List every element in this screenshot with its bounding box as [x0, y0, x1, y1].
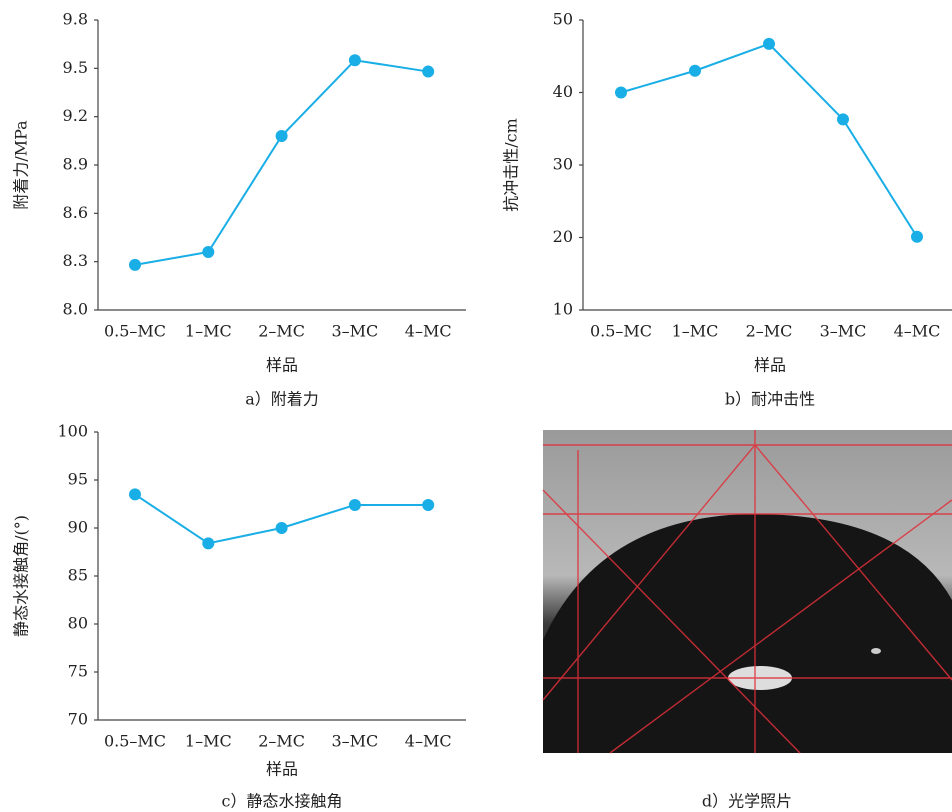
- x-tick-label: 2–MC: [746, 322, 793, 341]
- y-tick-label: 8.9: [63, 155, 88, 174]
- y-tick-label: 8.3: [63, 251, 88, 270]
- y-axis-label: 附着力/MPa: [12, 120, 31, 210]
- x-tick-label: 3–MC: [820, 322, 867, 341]
- y-tick-label: 10: [553, 300, 573, 319]
- y-tick-label: 20: [553, 227, 573, 246]
- x-tick-label: 4–MC: [405, 322, 452, 341]
- x-axis-label: 样品: [754, 356, 786, 375]
- data-point: [129, 488, 141, 501]
- x-tick-label: 4–MC: [405, 732, 452, 751]
- y-tick-label: 80: [68, 614, 88, 633]
- y-tick-label: 9.2: [63, 106, 88, 125]
- y-axis-label: 抗冲击性/cm: [502, 118, 521, 212]
- data-point: [348, 54, 361, 67]
- x-axis-label: 样品: [266, 356, 298, 375]
- y-tick-label: 9.8: [63, 10, 88, 29]
- y-tick-label: 90: [68, 518, 88, 537]
- data-point: [615, 86, 627, 99]
- photo-caption: d）光学照片: [702, 792, 792, 811]
- data-point: [202, 537, 215, 550]
- data-point: [275, 522, 288, 534]
- data-point: [837, 113, 849, 126]
- x-axis-label: 样品: [266, 760, 298, 779]
- data-point: [422, 65, 435, 78]
- y-tick-label: 9.5: [63, 58, 88, 77]
- photo: [542, 430, 952, 754]
- x-tick-label: 0.5–MC: [104, 732, 166, 751]
- data-point: [763, 37, 775, 50]
- x-tick-label: 1–MC: [672, 322, 719, 341]
- x-tick-label: 3–MC: [331, 322, 378, 341]
- chart-title: a）附着力: [245, 390, 319, 409]
- data-line: [620, 42, 918, 238]
- y-tick-label: 70: [68, 710, 88, 729]
- x-tick-label: 3–MC: [331, 732, 378, 751]
- y-tick-label: 85: [68, 566, 88, 585]
- y-tick-label: 8.6: [63, 203, 88, 222]
- x-tick-label: 0.5–MC: [590, 322, 652, 341]
- data-point: [275, 130, 288, 142]
- chart-title: b）耐冲击性: [725, 390, 815, 409]
- x-tick-label: 0.5–MC: [104, 322, 166, 341]
- data-point: [422, 498, 435, 511]
- data-point: [348, 498, 361, 511]
- x-tick-label: 1–MC: [185, 322, 232, 341]
- y-tick-label: 50: [553, 10, 573, 29]
- y-tick-label: 75: [68, 662, 88, 681]
- x-tick-label: 4–MC: [894, 322, 941, 341]
- x-tick-label: 2–MC: [258, 322, 305, 341]
- data-point: [689, 64, 701, 77]
- data-point: [202, 246, 215, 258]
- data-line: [134, 493, 429, 545]
- y-tick-label: 30: [553, 155, 573, 174]
- chart-title: c）静态水接触角: [222, 792, 343, 811]
- x-tick-label: 2–MC: [258, 732, 305, 751]
- y-tick-label: 95: [68, 470, 88, 489]
- y-tick-label: 40: [553, 82, 573, 101]
- y-tick-label: 100: [57, 422, 88, 441]
- data-point: [911, 230, 923, 243]
- data-line: [134, 59, 429, 266]
- y-axis-label: 静态水接触角/(°): [12, 515, 31, 637]
- y-tick-label: 8.0: [63, 300, 88, 319]
- x-tick-label: 1–MC: [185, 732, 232, 751]
- data-point: [129, 258, 141, 271]
